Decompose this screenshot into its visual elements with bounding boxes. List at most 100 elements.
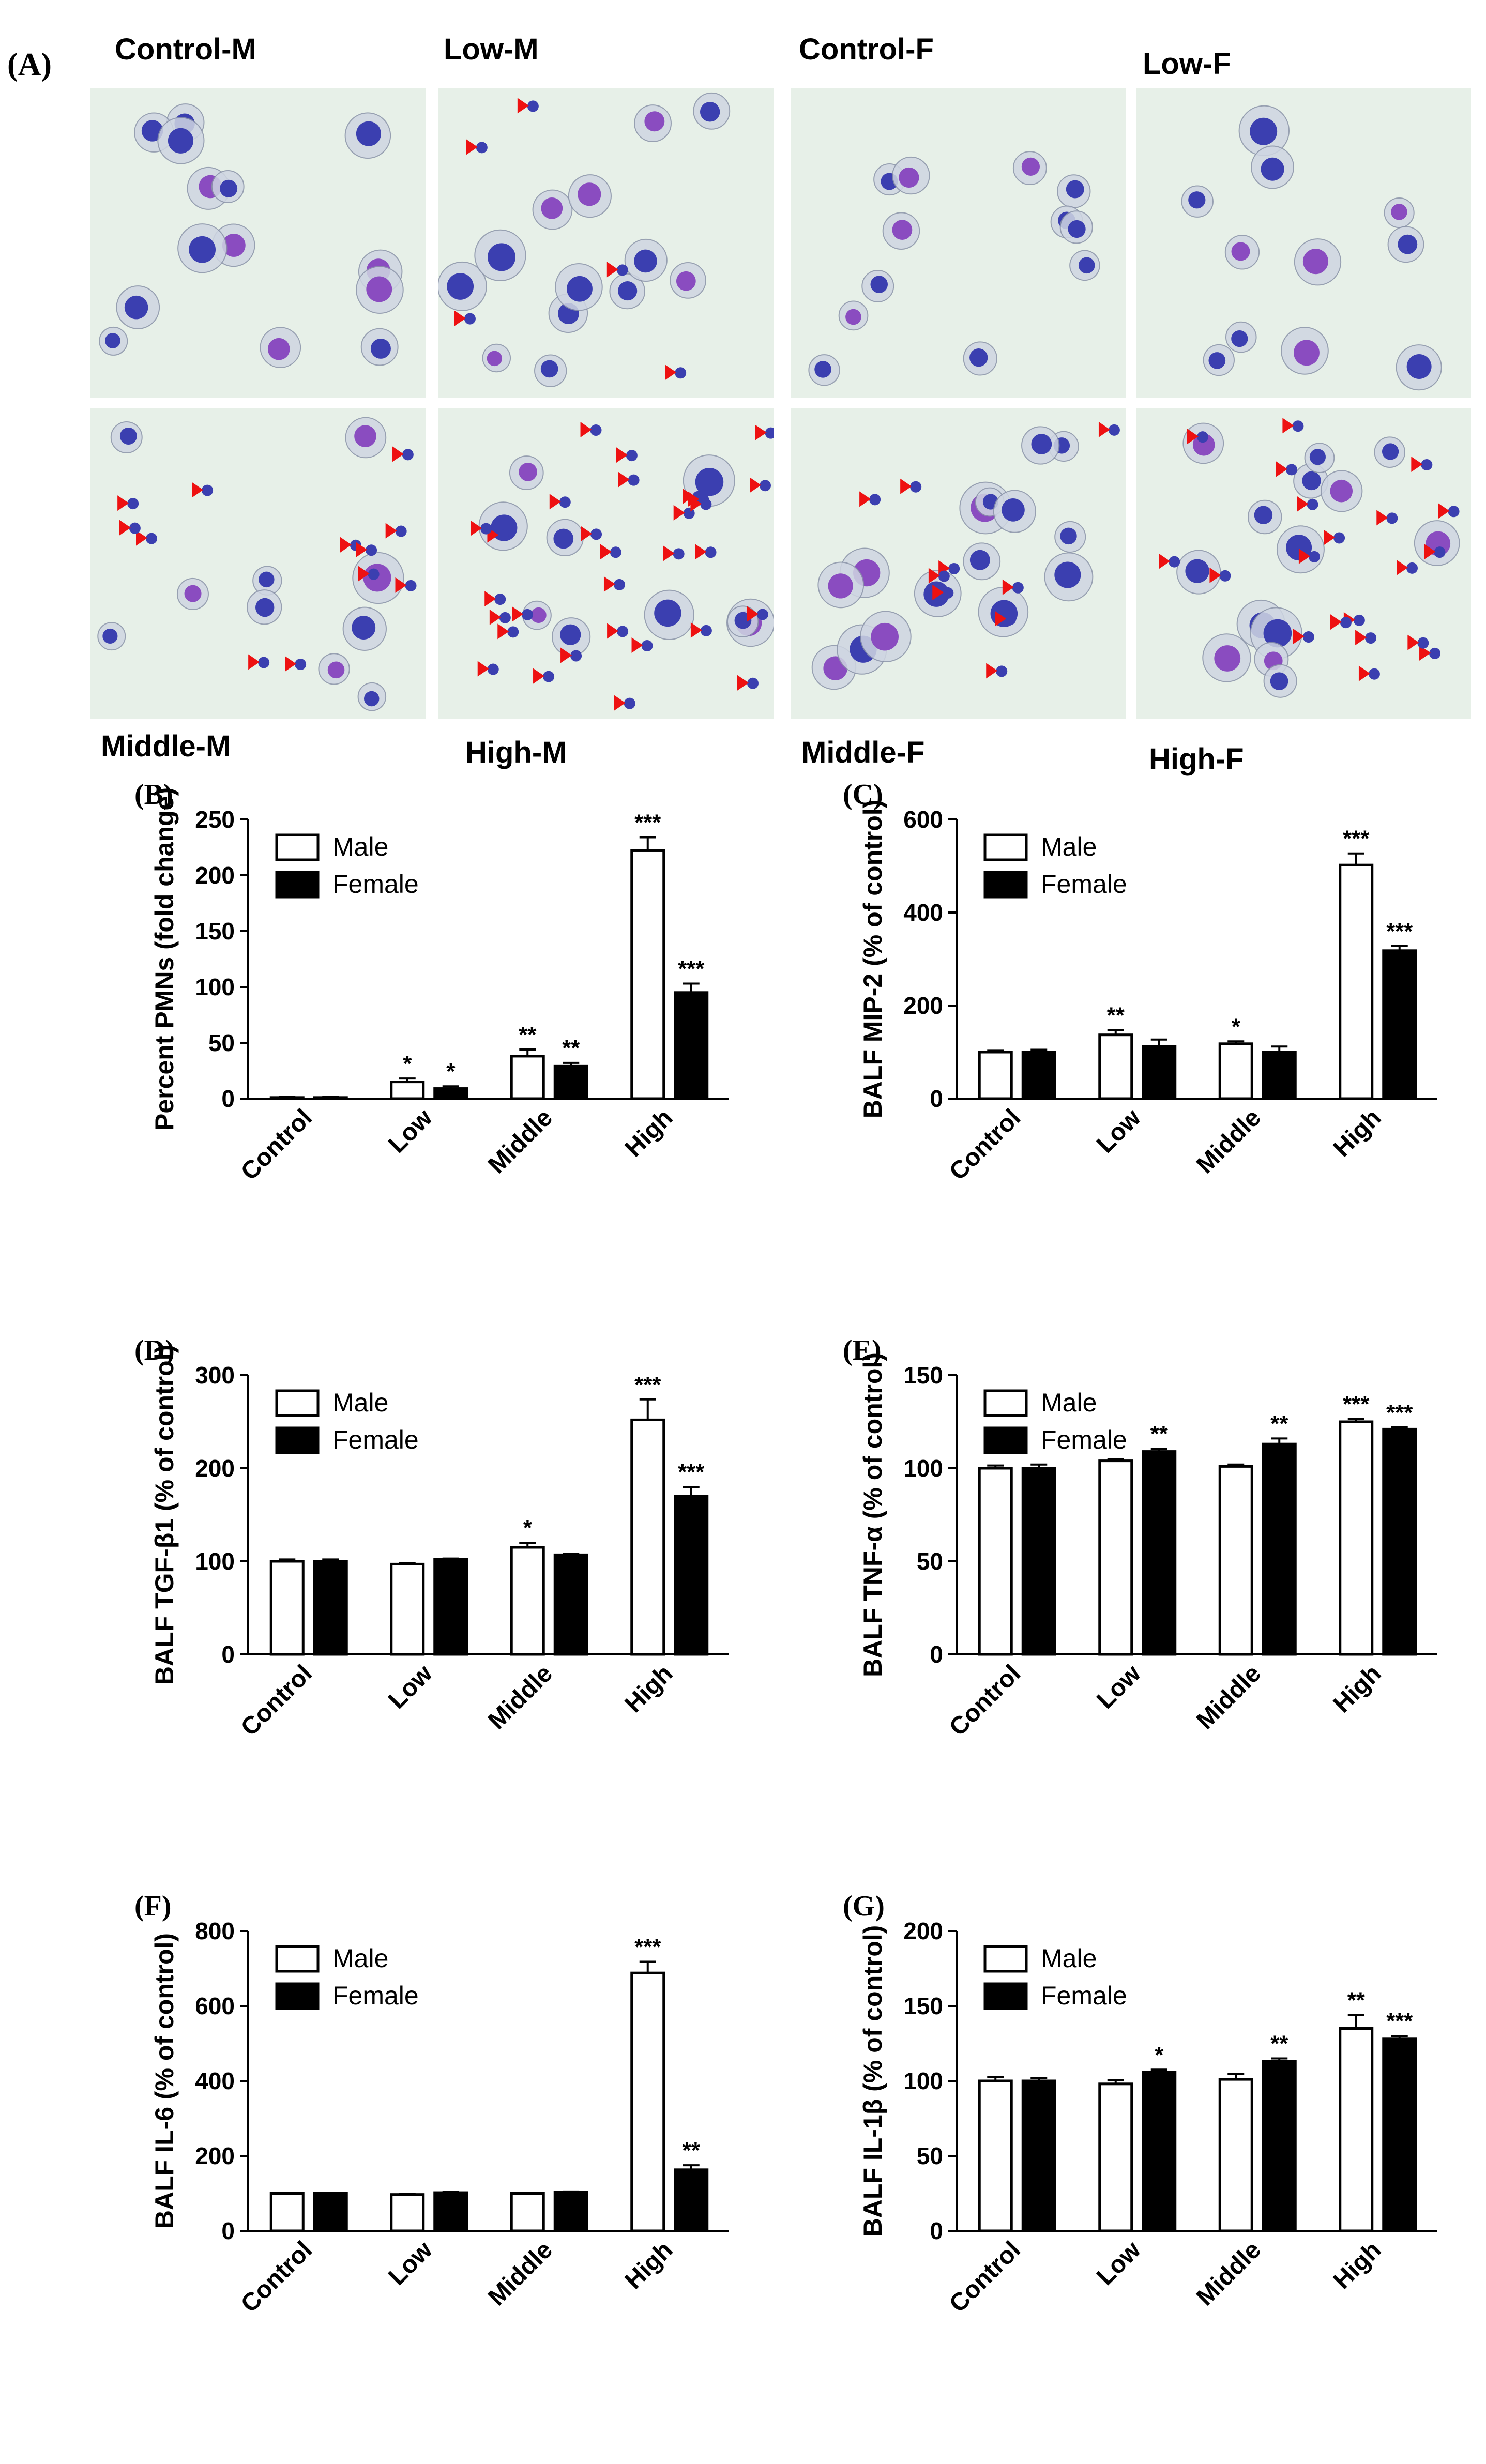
neutrophil-marker-icon (497, 623, 519, 640)
cell (260, 327, 301, 368)
neutrophil-marker-icon (581, 526, 602, 542)
cell (344, 112, 391, 159)
x-tick-label: High (620, 1104, 678, 1162)
micrograph-high-f (1136, 408, 1471, 719)
y-tick-label: 0 (221, 1085, 235, 1112)
cell (1396, 344, 1442, 391)
chart-panel-e: (E) 0 50 100 150 BALF TNF-α (% of control) Con… (832, 1339, 1463, 1856)
cell (534, 354, 567, 387)
legend-swatch-male (275, 833, 320, 861)
cell (1387, 226, 1424, 263)
bar-male (510, 1055, 545, 1100)
legend-swatch-female (983, 1982, 1028, 2010)
legend-swatch-female (983, 871, 1028, 899)
chart-svg-g: (G) 0 50 100 150 200 BALF IL-1β (% of control)… (843, 1895, 1437, 2318)
neutrophil-marker-icon (995, 611, 1017, 627)
neutrophil-marker-icon (749, 477, 771, 493)
neutrophil-marker-icon (986, 663, 1008, 679)
bar-male (510, 2192, 545, 2232)
cell (1203, 344, 1235, 376)
bar-female (674, 1495, 709, 1656)
cell (1181, 185, 1214, 218)
bar-female (1021, 1051, 1056, 1100)
neutrophil-marker-icon (1355, 630, 1377, 646)
significance-label: * (446, 1059, 456, 1084)
neutrophil-marker-icon (631, 637, 653, 653)
cell (157, 117, 205, 164)
cell (532, 189, 573, 230)
bar-male (978, 1467, 1013, 1656)
panel-a-label: (A) (7, 47, 52, 82)
legend-label: Male (1041, 1944, 1097, 1973)
y-tick-label: 200 (195, 2142, 235, 2169)
cell (110, 421, 143, 453)
bar-male (1339, 863, 1374, 1100)
neutrophil-marker-icon (737, 675, 759, 691)
micrograph-control-m (90, 88, 426, 398)
x-tick-label: Low (383, 1660, 438, 1714)
micrograph-canvas (438, 88, 774, 398)
cell (1202, 633, 1251, 682)
x-tick-label: Middle (1191, 1104, 1266, 1179)
neutrophil-marker-icon (606, 262, 628, 278)
neutrophil-marker-icon (285, 656, 307, 672)
cell (1069, 250, 1100, 281)
neutrophil-marker-icon (489, 609, 511, 625)
bar-female (1262, 1442, 1297, 1656)
bar-female (433, 1087, 468, 1100)
y-tick-label: 100 (903, 1455, 943, 1482)
x-tick-label: Low (383, 2236, 438, 2291)
neutrophil-marker-icon (466, 139, 488, 155)
x-tick-label: Control (236, 2236, 317, 2318)
neutrophil-marker-icon (1419, 645, 1441, 661)
panel-label: (F) (134, 1895, 172, 1922)
x-tick-label: High (1328, 2236, 1387, 2294)
x-tick-label: Middle (1191, 1660, 1266, 1735)
bar-female (553, 2191, 588, 2232)
micrograph-canvas (438, 408, 774, 719)
neutrophil-marker-icon (616, 447, 638, 463)
panel-label: (D) (134, 1339, 175, 1366)
cell (693, 92, 731, 130)
y-axis-label: BALF TGF-β1 (% of control) (150, 1345, 179, 1685)
bar-male (510, 1546, 545, 1656)
cell (838, 300, 869, 331)
neutrophil-marker-icon (1324, 529, 1345, 545)
bar-male (269, 2192, 305, 2232)
cell (1414, 520, 1460, 566)
cell (1281, 327, 1329, 375)
bar-female (553, 1553, 588, 1656)
cell (1057, 174, 1091, 208)
legend-swatch-male (275, 1945, 320, 1973)
bar-female (1382, 1427, 1417, 1656)
bar-male (630, 1971, 665, 2232)
bar-male (978, 2079, 1013, 2232)
neutrophil-marker-icon (1358, 665, 1380, 681)
y-tick-label: 250 (195, 806, 235, 833)
bar-female (1382, 2037, 1417, 2232)
y-tick-label: 200 (903, 992, 943, 1019)
micrograph-low-f (1136, 88, 1471, 398)
y-tick-label: 50 (917, 2142, 943, 2169)
neutrophil-marker-icon (119, 520, 141, 536)
bar-female (313, 1560, 348, 1656)
neutrophil-marker-icon (512, 606, 534, 622)
significance-label: *** (1386, 1400, 1413, 1425)
chart-svg-b: (B) 0 50 100 150 200 250 Percent PMNs (fold cha… (134, 783, 729, 1185)
cell (892, 156, 930, 195)
significance-label: *** (678, 1459, 705, 1485)
micrograph-middle-m (90, 408, 426, 719)
cell (568, 174, 612, 218)
neutrophil-marker-icon (1297, 496, 1318, 512)
legend-swatch-female (983, 1426, 1028, 1454)
bar-male (390, 1081, 425, 1100)
micrograph-control-f (791, 88, 1126, 398)
neutrophil-marker-icon (600, 544, 621, 560)
cell (555, 263, 603, 311)
bar-male (1218, 1042, 1253, 1100)
micrograph-canvas (1136, 88, 1471, 398)
neutrophil-marker-icon (580, 422, 602, 438)
panel-label: (C) (843, 783, 883, 811)
x-tick-label: Control (236, 1660, 317, 1741)
y-tick-label: 600 (195, 1993, 235, 2019)
